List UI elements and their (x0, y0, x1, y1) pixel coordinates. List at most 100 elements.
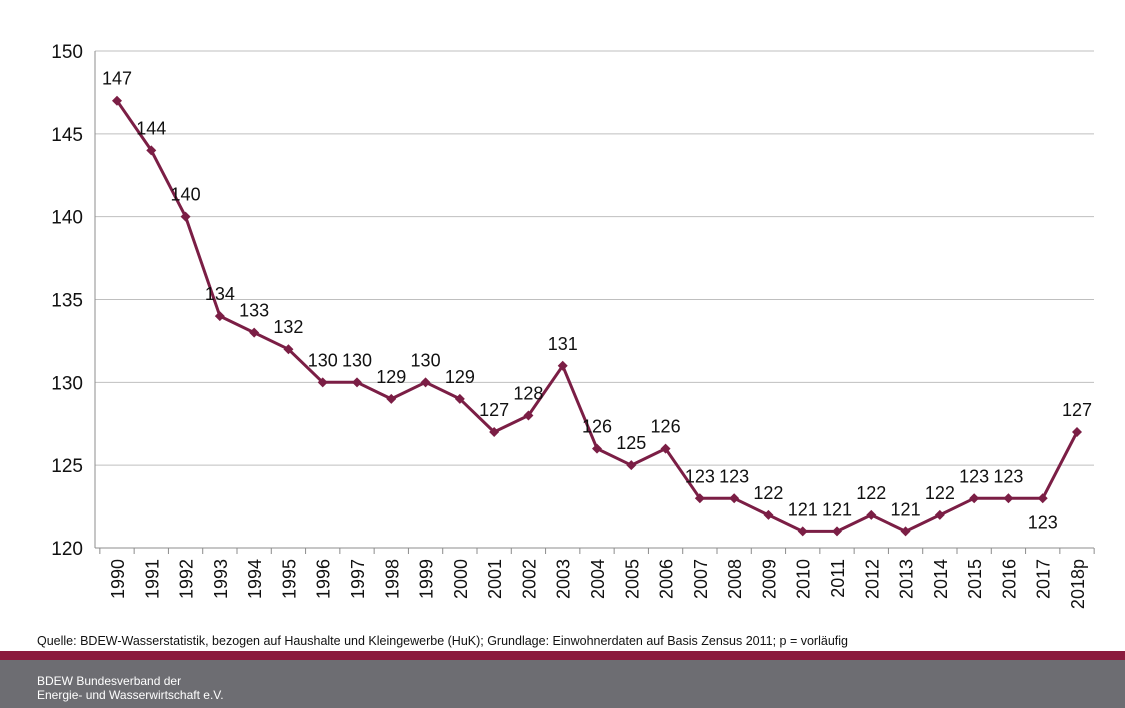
source-note: Quelle: BDEW-Wasserstatistik, bezogen au… (37, 634, 848, 648)
data-label: 122 (925, 483, 955, 503)
data-point-marker (694, 493, 705, 504)
data-label: 130 (342, 350, 372, 370)
x-tick-label: 2015 (965, 559, 985, 599)
x-tick-label: 2008 (725, 559, 745, 599)
data-label: 126 (651, 417, 681, 437)
data-label: 129 (376, 367, 406, 387)
data-point-marker (557, 360, 568, 371)
x-tick-label: 1999 (417, 559, 437, 599)
data-point-marker (797, 526, 808, 537)
data-point-marker (626, 460, 637, 471)
data-label: 123 (719, 466, 749, 486)
data-point-marker (386, 393, 397, 404)
data-point-marker (1072, 427, 1082, 438)
y-tick-label: 145 (51, 125, 83, 146)
x-tick-label: 2007 (691, 559, 711, 599)
data-point-marker (180, 211, 191, 222)
data-point-marker (660, 443, 671, 454)
x-tick-label: 1998 (382, 559, 402, 599)
x-tick-label: 2017 (1034, 559, 1054, 599)
data-label: 125 (616, 433, 646, 453)
data-label: 132 (273, 317, 303, 337)
data-label: 144 (136, 118, 166, 138)
data-point-marker (249, 327, 260, 338)
x-tick-label: 1993 (211, 559, 231, 599)
data-point-marker (969, 493, 980, 504)
data-point-marker (489, 427, 500, 438)
data-label: 123 (685, 466, 715, 486)
data-point-marker (317, 377, 328, 388)
data-label: 121 (788, 499, 818, 519)
data-point-marker (592, 443, 602, 454)
data-label: 121 (822, 499, 852, 519)
organization-name-line-2: Energie- und Wasserwirtschaft e.V. (37, 688, 224, 702)
data-label: 134 (205, 284, 235, 304)
y-tick-label: 125 (51, 456, 83, 477)
data-label: 127 (1062, 400, 1092, 420)
x-tick-label: 1991 (142, 559, 162, 599)
line-chart: 120 125 130 135 140 145 150 1990 1991 1992 1993 199… (51, 42, 1095, 609)
y-tick-label: 130 (51, 373, 83, 394)
x-tick-label: 2004 (588, 559, 608, 599)
data-point-marker (112, 95, 122, 106)
data-label: 123 (959, 466, 989, 486)
data-label: 127 (479, 400, 509, 420)
data-label: 123 (1028, 512, 1058, 532)
footer-bar (0, 651, 1125, 708)
data-point-marker (832, 526, 842, 537)
organization-name: BDEW Bundesverband der Energie- und Wass… (37, 674, 224, 702)
x-tick-label: 2010 (794, 559, 814, 599)
organization-name-line-1: BDEW Bundesverband der (37, 674, 182, 688)
data-label: 129 (445, 367, 475, 387)
data-label: 140 (171, 185, 201, 205)
x-tick-label: 1995 (279, 559, 299, 599)
x-tick-label: 2016 (999, 559, 1019, 599)
x-tick-label: 2003 (554, 559, 574, 599)
x-tick-label: 2012 (862, 559, 882, 599)
data-label: 128 (513, 383, 543, 403)
x-tick-label: 2000 (451, 559, 471, 599)
data-point-marker (283, 344, 294, 355)
data-label: 121 (891, 499, 921, 519)
data-label: 122 (753, 483, 783, 503)
data-point-marker (454, 393, 465, 404)
data-point-marker (146, 145, 157, 156)
data-point-marker (729, 493, 740, 504)
x-tick-label: 2006 (657, 559, 677, 599)
data-label: 131 (548, 334, 578, 354)
x-tick-label: 2011 (828, 559, 848, 598)
data-point-marker (900, 526, 911, 537)
x-tick-label: 1997 (348, 559, 368, 599)
data-label: 130 (308, 350, 338, 370)
data-point-marker (214, 311, 225, 322)
data-point-marker (352, 377, 362, 388)
x-tick-label: 2014 (931, 559, 951, 599)
data-label: 122 (856, 483, 886, 503)
footer-accent-stripe (0, 651, 1125, 660)
data-label: 126 (582, 417, 612, 437)
data-point-marker (763, 509, 774, 520)
data-label: 147 (102, 69, 132, 89)
x-tick-label: 1994 (245, 559, 265, 599)
data-label: 130 (411, 350, 441, 370)
y-tick-label: 135 (51, 291, 83, 312)
x-tick-label: 1996 (314, 559, 334, 599)
y-tick-label: 140 (51, 208, 83, 229)
y-tick-label: 120 (51, 539, 83, 560)
x-tick-label: 2001 (485, 559, 505, 599)
x-tick-label: 1990 (108, 559, 128, 599)
data-point-marker (420, 377, 431, 388)
data-point-marker (1037, 493, 1048, 504)
y-tick-label: 150 (51, 42, 83, 63)
x-tick-label: 1992 (177, 559, 197, 599)
data-point-marker (866, 509, 877, 520)
x-tick-label: 2005 (622, 559, 642, 599)
x-tick-label: 2013 (897, 559, 917, 599)
data-label: 123 (993, 466, 1023, 486)
data-point-marker (934, 509, 945, 520)
data-point-marker (523, 410, 534, 421)
x-tick-label: 2018p (1068, 559, 1088, 609)
x-tick-label: 2002 (519, 559, 539, 599)
data-label: 133 (239, 301, 269, 321)
x-tick-label: 2009 (759, 559, 779, 599)
